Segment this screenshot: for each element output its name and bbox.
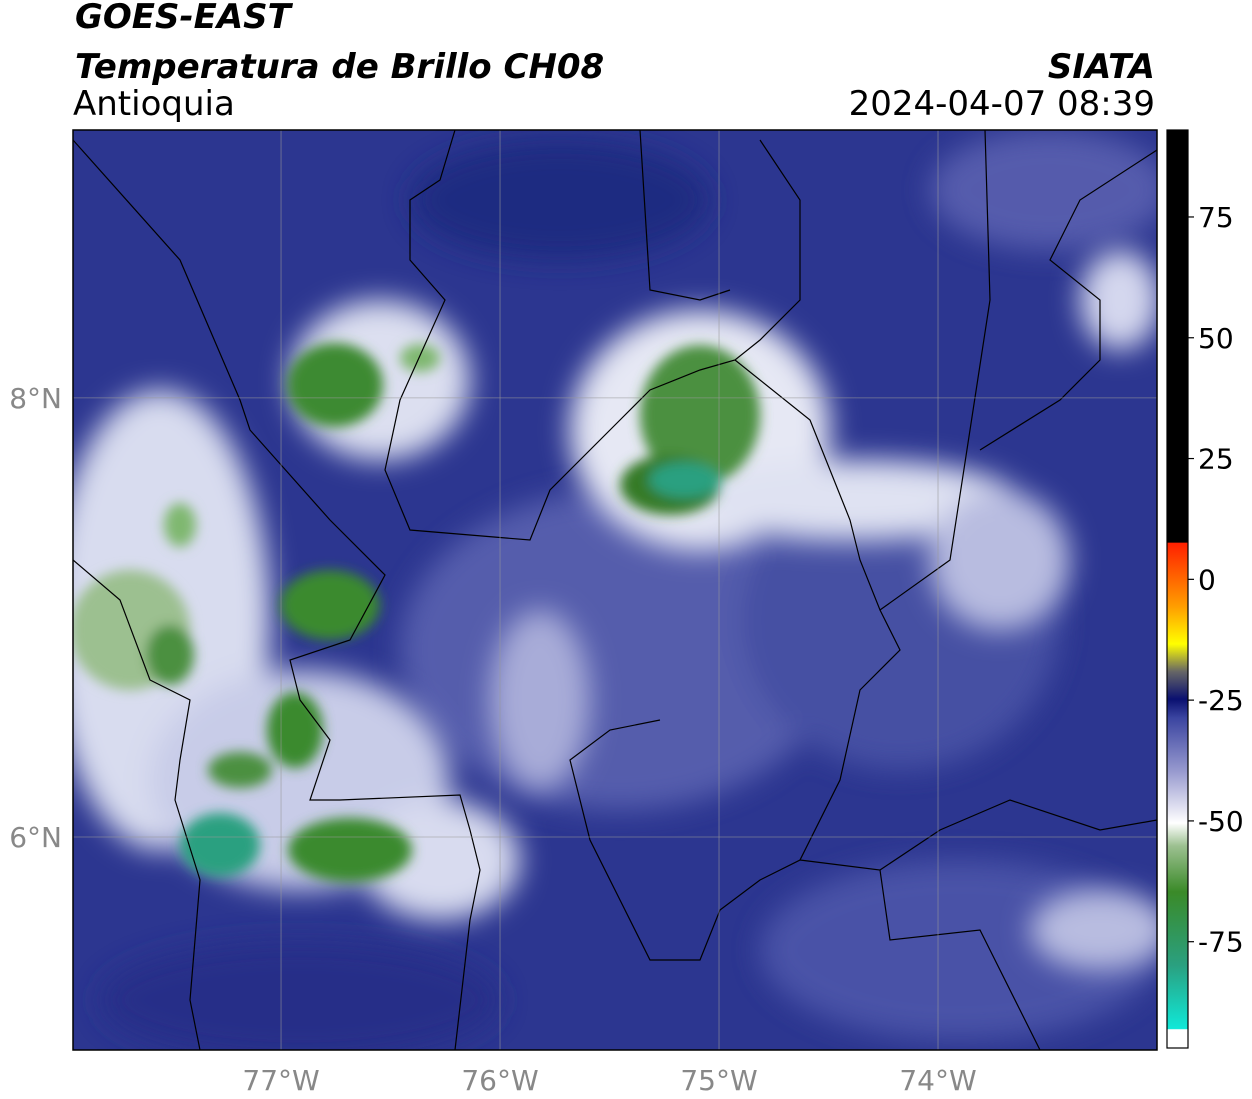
colorbar-tick-label: 25 — [1198, 443, 1234, 476]
colorbar-tick-label: 0 — [1198, 563, 1216, 596]
map-frame — [72, 129, 1158, 1051]
colorbar-tick-label: -50 — [1198, 805, 1244, 838]
colorbar-tick-label: 50 — [1198, 322, 1234, 355]
colorbar-tick-label: -25 — [1198, 684, 1244, 717]
region: Antioquia — [73, 84, 235, 124]
colorbar-tick-label: -75 — [1198, 926, 1244, 959]
gridlines — [73, 130, 1157, 1050]
title: GOES-EAST — [75, 0, 294, 37]
borders — [73, 130, 1157, 1050]
lon-tick-label: 76°W — [461, 1064, 538, 1097]
colorbar-tick-label: 75 — [1198, 201, 1234, 234]
lat-tick-label: 8°N — [9, 382, 62, 415]
lon-tick-label: 74°W — [899, 1064, 976, 1097]
imagery — [73, 130, 1157, 1050]
lat-tick-label: 6°N — [9, 821, 62, 854]
datetime: 2024-04-07 08:39 — [849, 84, 1155, 124]
lon-tick-label: 77°W — [242, 1064, 319, 1097]
lon-tick-label: 75°W — [680, 1064, 757, 1097]
colorbar — [1166, 129, 1189, 1049]
subtitle: Temperatura de Brillo CH08 — [75, 47, 604, 87]
source: SIATA — [1048, 47, 1155, 87]
